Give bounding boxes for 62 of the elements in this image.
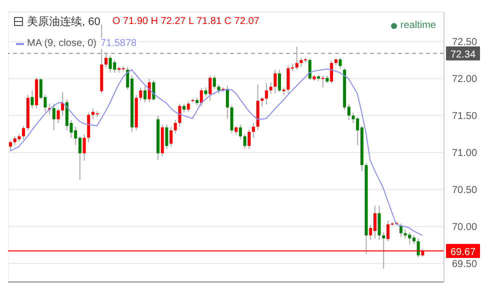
candlestick (178, 103, 182, 128)
candlestick (82, 134, 86, 162)
candlestick (186, 101, 190, 112)
candlestick (330, 60, 334, 84)
candlestick (212, 75, 216, 90)
candlestick (338, 57, 342, 69)
candlestick (87, 112, 90, 143)
candlestick (286, 64, 290, 94)
candlestick (373, 205, 376, 239)
annotation: realtime (400, 20, 436, 31)
candlestick (165, 124, 168, 150)
candlestick (61, 91, 64, 116)
candlestick (278, 69, 281, 92)
candlestick (170, 126, 173, 148)
candlestick (308, 58, 312, 81)
candlestick (274, 69, 277, 94)
candlestick (52, 103, 56, 131)
candlestick (238, 124, 242, 140)
annotation: O 71.90 H 72.27 L 71.81 C 72.07 (112, 16, 260, 27)
candlestick (113, 60, 116, 74)
y-tick-label: 72.00 (452, 74, 478, 86)
candlestick (152, 80, 156, 102)
candlestick (230, 104, 234, 134)
y-tick-label: 69.50 (452, 259, 478, 270)
y-tick-label: 72.50 (452, 37, 478, 48)
ref-line-label: 69.67 (450, 246, 476, 258)
candlestick (264, 82, 268, 105)
candlestick (208, 75, 212, 102)
candlestick (30, 90, 34, 109)
candlestick (408, 232, 412, 245)
candlestick (65, 98, 68, 131)
candlestick (108, 55, 112, 74)
candlestick (386, 220, 390, 242)
candlestick (252, 122, 255, 138)
candlestick (56, 108, 60, 124)
candlestick (378, 205, 381, 240)
candlestick (269, 82, 272, 94)
candlestick (9, 140, 12, 152)
candlestick (382, 232, 386, 270)
y-tick-label: 70.00 (452, 222, 478, 234)
candlestick (243, 134, 246, 150)
candlestick (200, 88, 203, 108)
candlestick (226, 85, 229, 120)
candlestick (22, 125, 26, 140)
candlestick (143, 85, 146, 103)
candlestick (104, 52, 108, 68)
candlestick (139, 86, 142, 102)
y-tick-label: 70.50 (452, 185, 478, 196)
candlestick (295, 46, 298, 70)
y-tick-label: 71.00 (452, 148, 478, 160)
candlestick (148, 78, 151, 103)
candlestick (321, 75, 324, 88)
candlestick (260, 96, 264, 108)
ref-line-label: 72.34 (450, 49, 476, 60)
chart-title: 美原油连续, 60 (27, 14, 100, 29)
legend-label: MA (9, close, 0) (27, 38, 96, 49)
candlestick (248, 129, 251, 150)
annotation: 71.5878 (99, 38, 138, 49)
y-tick-label: 71.50 (452, 111, 478, 122)
candlestick (174, 120, 177, 134)
candlestick (416, 238, 420, 258)
candlestick (399, 223, 402, 238)
